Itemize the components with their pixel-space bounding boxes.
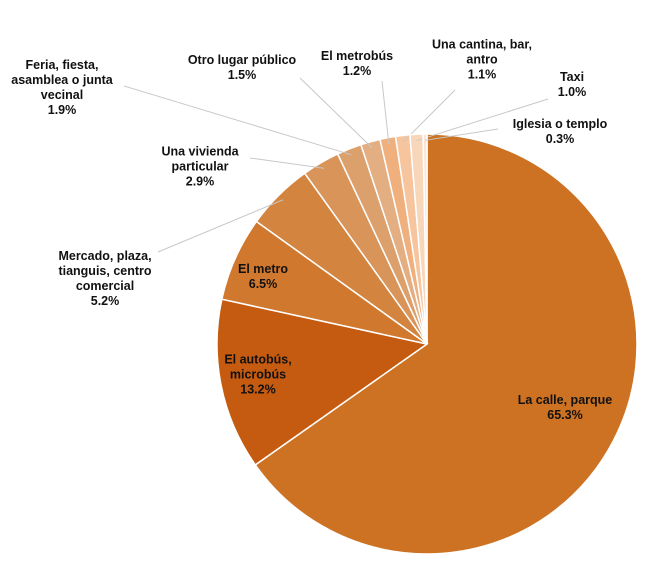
category-label: El metrobús (320, 49, 394, 63)
slice-label: El metrobús 1.2% (302, 49, 412, 79)
category-label: Una cantina, bar, antro (431, 37, 533, 67)
value-label: 5.2% (90, 294, 120, 308)
category-label: Feria, fiesta, asamblea o junta vecinal (11, 58, 113, 102)
value-label: 6.5% (248, 277, 278, 291)
pie-slice (422, 133, 428, 345)
leader-line (299, 77, 373, 149)
category-label: Una vivienda particular (161, 144, 239, 174)
pie-slice (254, 133, 638, 555)
leader-line (416, 98, 549, 142)
category-label: El metro (237, 262, 288, 276)
value-label: 1.9% (47, 103, 77, 117)
slice-label: El metro 6.5% (218, 262, 308, 292)
value-label: 2.9% (185, 174, 215, 189)
slice-label: Otro lugar público 1.5% (172, 53, 312, 83)
category-label: Iglesia o templo (512, 117, 608, 131)
value-label: 1.2% (342, 64, 372, 78)
slice-label: Taxi 1.0% (542, 70, 602, 100)
category-label: El autobús, microbús (224, 352, 292, 382)
category-label: Mercado, plaza, tianguis, centro comerci… (58, 249, 152, 293)
value-label: 65.3% (547, 408, 583, 422)
slice-label: Feria, fiesta, asamblea o junta vecinal 1… (1, 58, 123, 118)
leader-line (249, 157, 325, 169)
leader-line (381, 80, 390, 144)
value-label: 1.1% (467, 67, 497, 82)
leader-line (425, 128, 499, 141)
leader-line (403, 89, 456, 143)
slice-label: Una cantina, bar, antro 1.1% (422, 38, 542, 83)
leader-line (123, 85, 352, 156)
slice-label: Una vivienda particular 2.9% (150, 145, 250, 190)
category-label: La calle, parque (517, 393, 613, 407)
value-label: 1.5% (227, 68, 257, 82)
leader-line (157, 199, 284, 253)
slice-label: El autobús, microbús 13.2% (213, 353, 303, 398)
category-label: Taxi (559, 70, 585, 84)
value-label: 1.0% (557, 85, 587, 99)
slice-label: Mercado, plaza, tianguis, centro comerci… (46, 249, 164, 309)
value-label: 13.2% (240, 382, 276, 397)
slice-label: La calle, parque 65.3% (495, 393, 635, 423)
slice-label: Iglesia o templo 0.3% (495, 117, 625, 147)
value-label: 0.3% (545, 132, 575, 146)
pie-slice (216, 298, 429, 466)
category-label: Otro lugar público (187, 53, 297, 67)
